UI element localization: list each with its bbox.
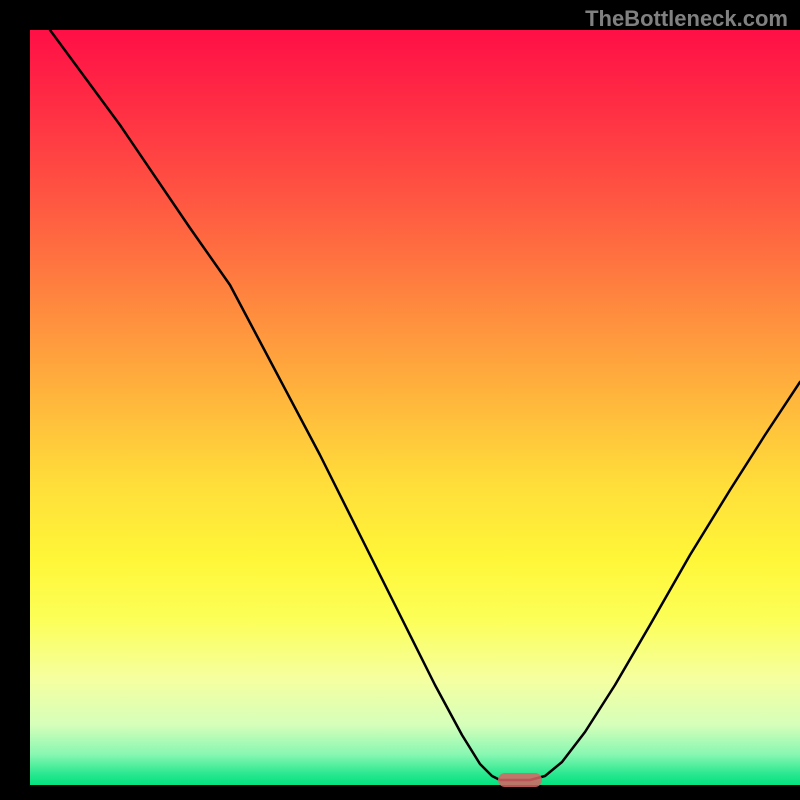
watermark-text: TheBottleneck.com [585,6,788,32]
chart-background [30,30,800,785]
bottleneck-chart [0,0,800,800]
optimal-marker [498,773,542,787]
chart-container: TheBottleneck.com [0,0,800,800]
